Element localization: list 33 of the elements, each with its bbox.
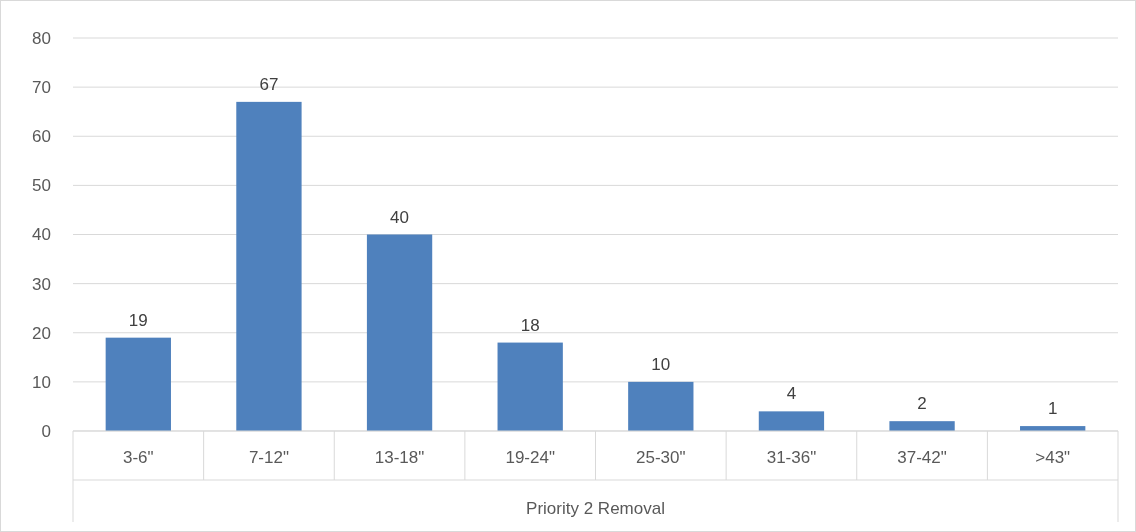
x-tick-label: 31-36": [766, 448, 817, 467]
bar: [758, 411, 825, 431]
bar: [497, 342, 563, 431]
y-tick-label: 40: [32, 225, 51, 245]
data-label: 40: [390, 207, 410, 227]
y-tick-label: 70: [32, 78, 51, 98]
y-tick-label: 30: [32, 274, 51, 294]
data-label: 18: [520, 315, 540, 335]
bar: [236, 101, 302, 431]
x-axis-title: Priority 2 Removal: [526, 499, 665, 518]
x-tick-label: >43": [1035, 448, 1071, 467]
bar: [366, 234, 433, 431]
y-tick-label: 10: [32, 372, 51, 392]
data-label: 10: [651, 354, 671, 374]
data-label: 19: [128, 310, 148, 330]
data-label: 1: [1047, 399, 1058, 419]
data-label: 4: [786, 384, 797, 404]
x-tick-label: 19-24": [505, 448, 555, 467]
x-tick-label: 25-30": [636, 448, 686, 467]
y-tick-label: 80: [32, 28, 51, 48]
bar: [889, 421, 955, 431]
y-tick-label: 50: [32, 176, 51, 196]
y-tick-label: 20: [32, 323, 51, 343]
bar: [628, 381, 694, 431]
x-tick-label: 7-12": [248, 448, 289, 467]
y-tick-label: 60: [32, 127, 51, 147]
x-tick-label: 13-18": [374, 448, 425, 467]
x-tick-label: 3-6": [123, 448, 154, 467]
bar: [105, 337, 171, 431]
data-label: 67: [259, 74, 279, 94]
x-tick-label: 37-42": [897, 448, 947, 467]
y-tick-label: 0: [41, 421, 51, 441]
data-label: 2: [917, 394, 927, 414]
